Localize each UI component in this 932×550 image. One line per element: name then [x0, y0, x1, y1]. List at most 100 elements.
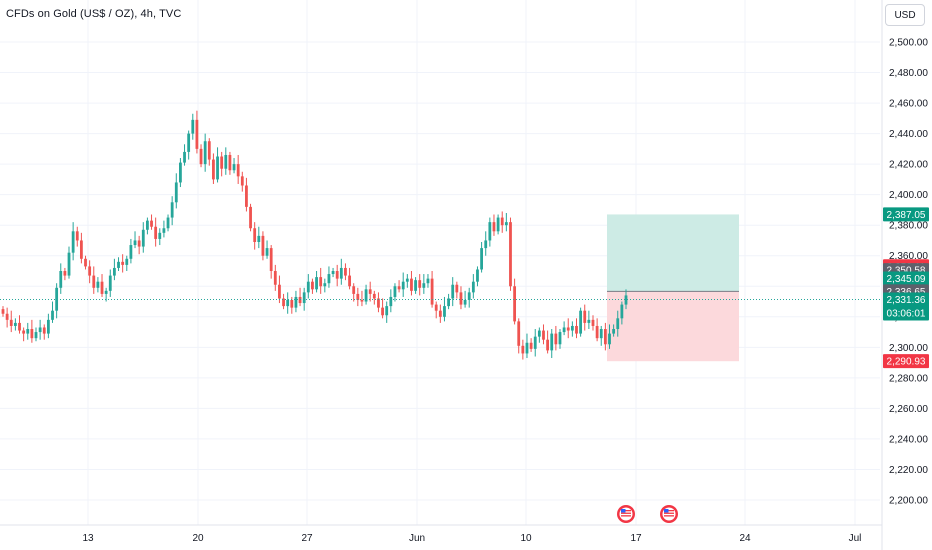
currency-selector[interactable]: USD — [885, 4, 925, 26]
candles — [0, 110, 882, 360]
candle-body — [100, 281, 104, 294]
candle-body — [9, 319, 13, 326]
candle-body — [504, 222, 508, 226]
candle-body — [67, 252, 71, 276]
y-tick-label: 2,240.00 — [889, 434, 928, 445]
candle-body — [282, 298, 285, 307]
candle-body — [422, 283, 426, 288]
y-tick-label: 2,440.00 — [889, 129, 928, 140]
candle-body — [496, 217, 500, 232]
candle-body — [75, 231, 79, 241]
candle-body — [137, 240, 141, 247]
candle-body — [603, 329, 607, 345]
flag-canton — [664, 509, 669, 513]
candle-body — [529, 342, 533, 349]
candle-body — [430, 278, 434, 305]
price-tag: 2,387.05 — [887, 210, 926, 221]
candle-body — [319, 277, 323, 287]
current-price-tag-bg — [883, 292, 929, 321]
candle-body — [179, 162, 182, 183]
candle-body — [389, 296, 393, 307]
candle-body — [30, 329, 34, 339]
candle-body — [228, 154, 232, 171]
candle-body — [92, 275, 96, 288]
candle-body — [393, 286, 397, 297]
candle-body — [187, 133, 191, 152]
candle-body — [146, 220, 149, 230]
candle-body — [620, 304, 624, 319]
candle-body — [261, 235, 265, 256]
candle-body — [170, 202, 174, 218]
candle-body — [154, 226, 158, 239]
flag-stripe — [621, 512, 631, 514]
x-tick-label: Jun — [409, 533, 425, 544]
candle-body — [558, 332, 562, 345]
flag-stripe — [664, 515, 674, 517]
candle-body — [257, 235, 261, 242]
x-tick-label: 13 — [82, 533, 94, 544]
long-position-tool[interactable] — [607, 214, 739, 362]
candle-body — [22, 330, 26, 334]
candle-body — [401, 281, 405, 290]
candle-body — [63, 271, 67, 276]
candle-body — [273, 271, 277, 285]
price-tag-bg — [883, 271, 929, 286]
candle-body — [612, 329, 616, 334]
candle-body — [509, 222, 512, 287]
candle-body — [443, 306, 446, 317]
candle-body — [562, 327, 566, 333]
x-tick-label: 27 — [301, 533, 313, 544]
candle-body — [286, 300, 290, 307]
candle-body — [542, 330, 545, 340]
candle-body — [278, 284, 281, 299]
take-profit-zone — [607, 214, 739, 292]
candle-body — [150, 220, 153, 227]
candle-body — [294, 296, 298, 308]
candle-body — [525, 342, 529, 354]
candle-body — [302, 292, 306, 304]
candle-body — [183, 151, 186, 163]
candle-body — [216, 156, 219, 180]
price-tag: 2,350.58 — [887, 266, 926, 277]
candle-body — [513, 286, 517, 322]
candle-body — [51, 310, 54, 320]
candle-body — [129, 245, 133, 259]
candle-body — [492, 222, 496, 232]
y-tick-label: 2,360.00 — [889, 251, 928, 262]
flag-stripe — [664, 512, 674, 514]
candle-body — [34, 332, 38, 339]
candle-body — [125, 258, 129, 265]
candle-body — [372, 293, 376, 299]
candle-body — [335, 271, 339, 279]
candle-body — [434, 304, 438, 311]
candle-body — [451, 284, 455, 299]
y-tick-label: 2,380.00 — [889, 221, 928, 232]
y-tick-label: 2,460.00 — [889, 99, 928, 110]
price-tags: 2,387.052,353.112,350.582,345.092,336.65… — [883, 207, 929, 369]
candle-body — [306, 281, 310, 293]
candle-body — [418, 280, 422, 288]
stop-loss-zone — [607, 291, 739, 362]
candle-body — [554, 333, 558, 345]
candle-body — [339, 267, 343, 279]
candle-body — [199, 148, 203, 165]
candle-body — [1, 309, 5, 314]
candle-body — [311, 281, 314, 290]
candle-body — [599, 329, 603, 339]
us-flag-icon — [660, 505, 678, 523]
candle-body — [484, 240, 488, 249]
y-tick-label: 2,480.00 — [889, 68, 928, 79]
candle-body — [327, 274, 331, 284]
flag-stripe — [621, 510, 631, 512]
x-tick-label: 24 — [739, 533, 751, 544]
candle-body — [174, 182, 178, 203]
candle-body — [224, 154, 228, 169]
candle-body — [245, 185, 248, 207]
candle-body — [587, 319, 591, 323]
flag-canton — [621, 509, 626, 513]
candle-body — [166, 217, 170, 229]
candle-body — [108, 275, 112, 291]
